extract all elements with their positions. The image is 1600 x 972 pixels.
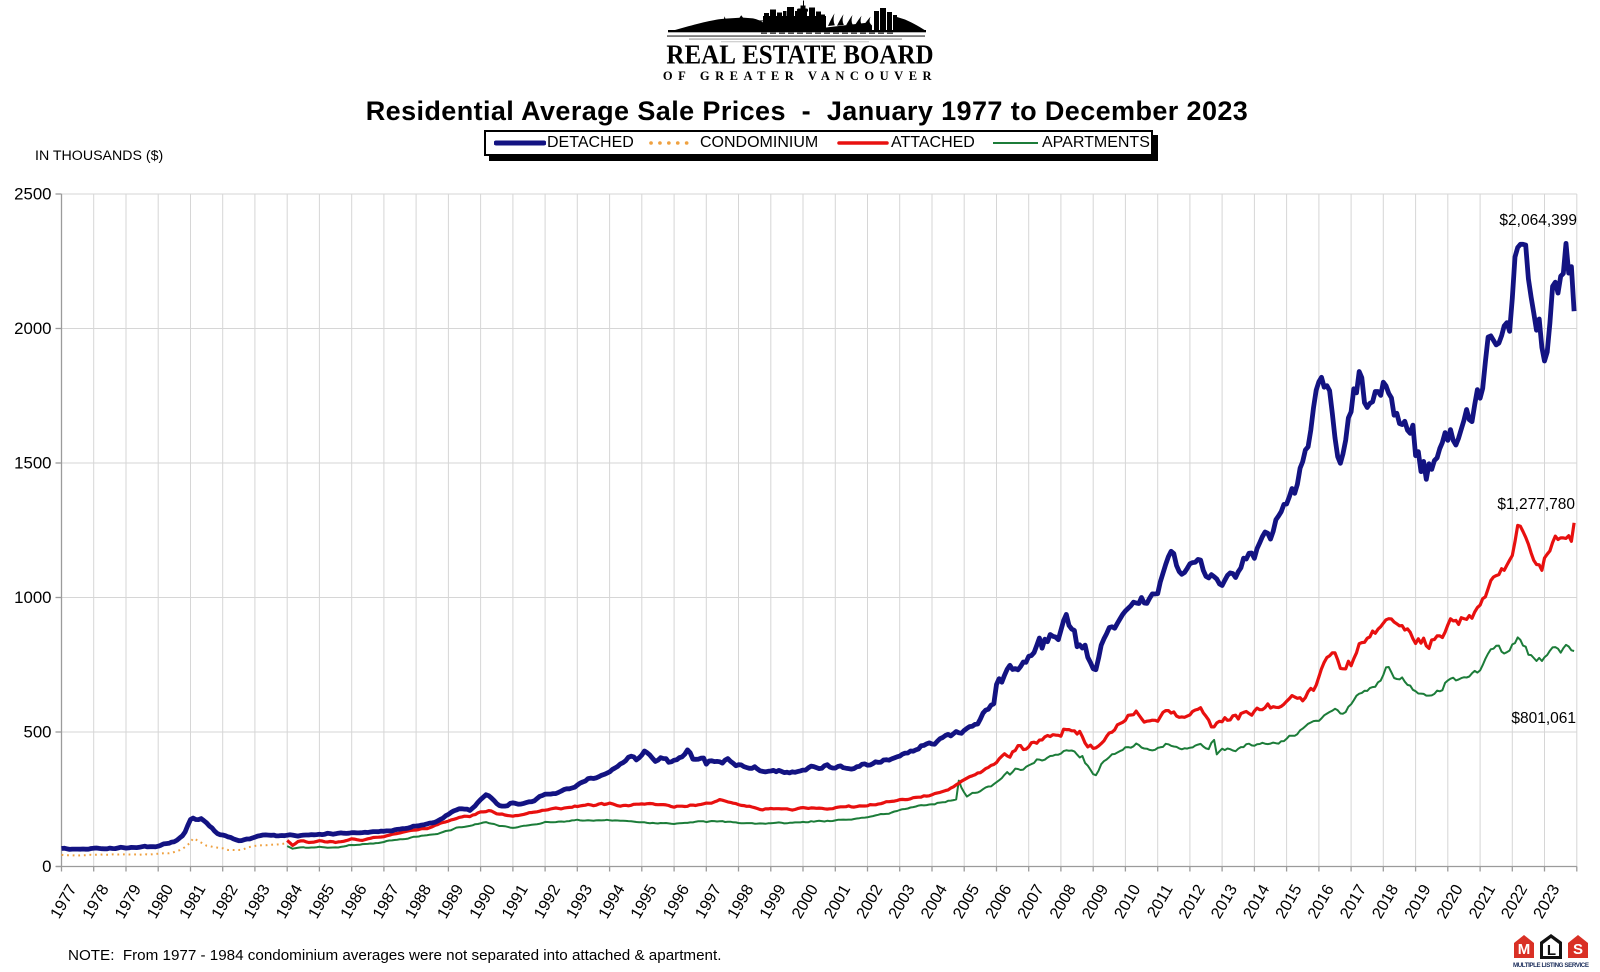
svg-text:2011: 2011 xyxy=(1144,882,1177,921)
svg-text:1981: 1981 xyxy=(176,882,210,922)
svg-text:2012: 2012 xyxy=(1175,882,1209,922)
svg-text:1984: 1984 xyxy=(273,882,307,922)
svg-text:2016: 2016 xyxy=(1304,882,1338,922)
svg-text:2007: 2007 xyxy=(1014,882,1048,922)
svg-text:2020: 2020 xyxy=(1433,882,1467,922)
svg-text:1999: 1999 xyxy=(756,882,790,922)
svg-text:1988: 1988 xyxy=(401,882,435,922)
svg-text:2008: 2008 xyxy=(1046,882,1080,922)
svg-text:1990: 1990 xyxy=(466,882,500,922)
svg-text:2500: 2500 xyxy=(14,185,51,204)
svg-text:2017: 2017 xyxy=(1336,882,1370,922)
svg-text:1997: 1997 xyxy=(692,882,726,922)
svg-text:2013: 2013 xyxy=(1207,882,1241,922)
svg-text:2014: 2014 xyxy=(1240,882,1274,922)
svg-text:L: L xyxy=(1547,942,1556,959)
svg-text:1998: 1998 xyxy=(724,882,758,922)
svg-text:2000: 2000 xyxy=(14,319,51,338)
svg-text:1980: 1980 xyxy=(144,882,178,922)
svg-text:2005: 2005 xyxy=(950,882,984,922)
svg-text:2010: 2010 xyxy=(1111,882,1145,922)
svg-text:2021: 2021 xyxy=(1465,882,1499,922)
svg-text:2004: 2004 xyxy=(917,882,951,922)
svg-text:$2,064,399: $2,064,399 xyxy=(1499,212,1577,229)
svg-text:2023: 2023 xyxy=(1530,882,1564,922)
svg-text:1986: 1986 xyxy=(337,882,371,922)
svg-text:2002: 2002 xyxy=(853,882,887,922)
svg-text:2000: 2000 xyxy=(788,882,822,922)
svg-text:1993: 1993 xyxy=(563,882,597,922)
svg-text:2001: 2001 xyxy=(821,882,855,922)
svg-text:2006: 2006 xyxy=(982,882,1016,922)
svg-text:$801,061: $801,061 xyxy=(1511,710,1576,727)
svg-text:1977: 1977 xyxy=(47,882,81,922)
svg-text:2022: 2022 xyxy=(1498,882,1532,922)
svg-text:1983: 1983 xyxy=(240,882,274,922)
svg-text:M: M xyxy=(1518,941,1531,958)
svg-text:0: 0 xyxy=(42,857,51,876)
svg-text:500: 500 xyxy=(24,723,52,742)
svg-text:1996: 1996 xyxy=(659,882,693,922)
svg-text:2009: 2009 xyxy=(1079,882,1113,922)
svg-text:1978: 1978 xyxy=(79,882,113,922)
svg-text:1979: 1979 xyxy=(111,882,145,922)
svg-text:1982: 1982 xyxy=(208,882,242,922)
svg-text:1995: 1995 xyxy=(627,882,661,922)
svg-text:2018: 2018 xyxy=(1369,882,1403,922)
svg-text:1994: 1994 xyxy=(595,882,629,922)
svg-text:S: S xyxy=(1573,941,1583,958)
svg-text:MULTIPLE LISTING SERVICE: MULTIPLE LISTING SERVICE xyxy=(1513,962,1589,969)
svg-text:2003: 2003 xyxy=(885,882,919,922)
svg-text:1985: 1985 xyxy=(305,882,339,922)
svg-text:1989: 1989 xyxy=(434,882,468,922)
svg-text:$1,277,780: $1,277,780 xyxy=(1497,496,1575,513)
svg-text:2015: 2015 xyxy=(1272,882,1306,922)
svg-text:1991: 1991 xyxy=(498,882,532,922)
svg-text:2019: 2019 xyxy=(1401,882,1435,922)
svg-text:1992: 1992 xyxy=(530,882,564,922)
svg-text:1500: 1500 xyxy=(14,454,51,473)
svg-text:1000: 1000 xyxy=(14,588,51,607)
svg-text:1987: 1987 xyxy=(369,882,403,922)
